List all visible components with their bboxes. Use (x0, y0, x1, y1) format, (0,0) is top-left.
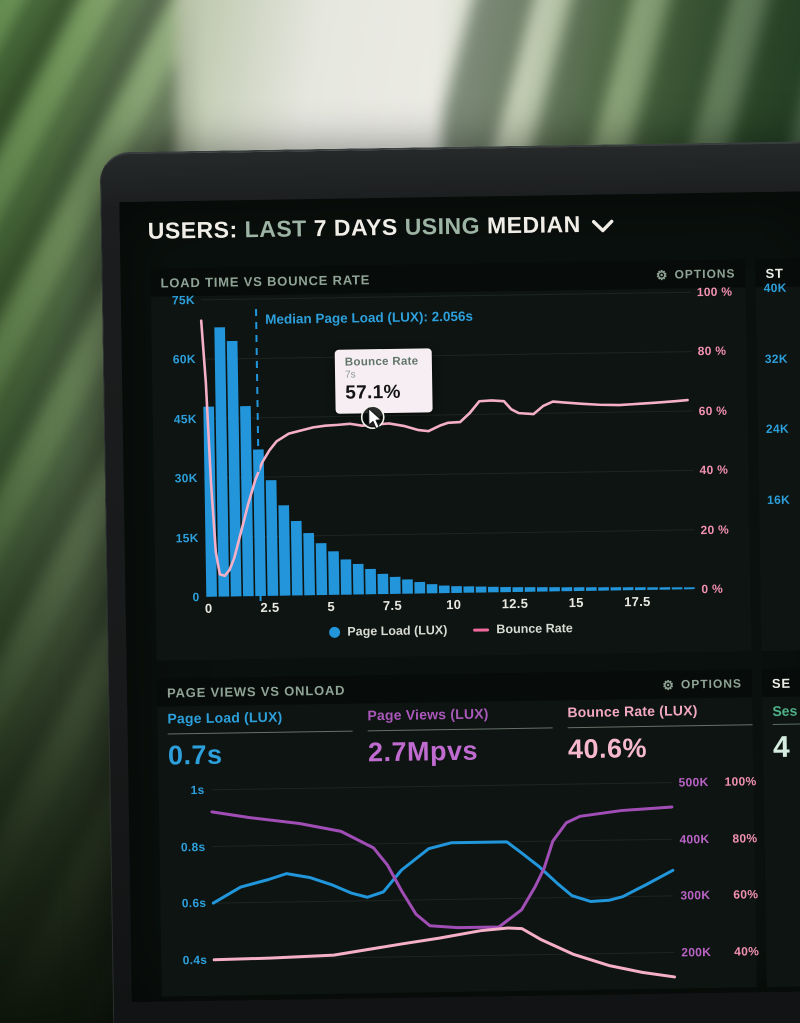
panel2-header: PAGE VIEWS VS ONLOAD ⚙ OPTIONS (156, 669, 753, 707)
rpanel2-header: SE (761, 667, 800, 698)
panel1-title: LOAD TIME VS BOUNCE RATE (160, 271, 371, 291)
title-word: MEDIAN (486, 210, 581, 239)
axis-tick-label: 30K (174, 471, 198, 486)
axis-tick-label: 300K (680, 888, 711, 903)
rpanel1-title: ST (765, 265, 784, 281)
metric-value: 2.7Mpvs (367, 735, 479, 768)
axis-tick-label: 45K (173, 411, 197, 427)
axis-tick-label: 2.5 (260, 599, 280, 616)
axis-tick-label: 100% (724, 774, 757, 789)
axis-tick-label: 17.5 (624, 593, 651, 610)
tooltip-value: 57.1% (345, 381, 401, 404)
options-label: OPTIONS (680, 676, 743, 692)
panel-load-time-vs-bounce-rate: LOAD TIME VS BOUNCE RATE ⚙ OPTIONS Media… (150, 259, 752, 661)
legend-bounce-rate[interactable]: Bounce Rate (473, 621, 573, 637)
panel2-title: PAGE VIEWS VS ONLOAD (166, 682, 346, 700)
axis-tick-label: 80% (732, 830, 758, 846)
axis-tick-label: 0 % (701, 581, 724, 597)
metric-page-load: Page Load (LUX) 0.7s (167, 707, 358, 771)
axis-tick-label: 16K (766, 492, 791, 507)
load-time-chart (199, 291, 695, 597)
axis-tick-label: 7.5 (382, 597, 403, 614)
axis-tick-label: 80 % (697, 344, 727, 359)
axis-tick-label: 0 (204, 600, 213, 616)
axis-tick-label: 75K (171, 292, 195, 308)
tooltip-title: Bounce Rate (344, 355, 419, 369)
rpanel2-title: SE (771, 675, 792, 691)
axis-tick-label: 60% (733, 887, 759, 903)
panel1-header: LOAD TIME VS BOUNCE RATE ⚙ OPTIONS (150, 259, 746, 297)
axis-tick-label: 10 (446, 596, 462, 613)
title-word: LAST (244, 215, 307, 243)
laptop-bezel: USERS: LAST 7 DAYS USING MEDIAN LOAD TIM… (99, 140, 800, 1023)
metric-underline (567, 724, 753, 729)
sessions-metric-value: 4 (772, 730, 790, 764)
legend-label: Page Load (LUX) (347, 623, 448, 639)
title-word: USERS: (147, 216, 238, 244)
gear-icon: ⚙ (655, 267, 669, 283)
axis-tick-label: 60K (172, 352, 196, 367)
axis-tick-label: 15K (175, 530, 199, 545)
metric-page-views: Page Views (LUX) 2.7Mpvs (367, 704, 558, 768)
panel-page-views-vs-onload: PAGE VIEWS VS ONLOAD ⚙ OPTIONS Page Load… (156, 669, 760, 997)
metric-label: Page Load (LUX) (167, 708, 283, 727)
panel1-options-button[interactable]: ⚙ OPTIONS (655, 266, 736, 283)
chart1-legend: Page Load (LUX) Bounce Rate (206, 619, 696, 641)
axis-tick-label: 40 % (699, 462, 729, 478)
axis-tick-label: 0.6s (181, 896, 207, 911)
axis-tick-label: 1s (190, 782, 205, 798)
axis-tick-label: 0.8s (180, 839, 206, 854)
panel-right-top-clipped: ST 40K 32K 24K 16K (755, 257, 800, 652)
axis-tick-label: 100 % (696, 284, 733, 300)
metric-value: 0.7s (167, 739, 223, 771)
axis-tick-label: 12.5 (501, 595, 529, 612)
options-label: OPTIONS (674, 266, 736, 282)
chevron-down-icon[interactable] (592, 219, 614, 232)
dashboard-title[interactable]: USERS: LAST 7 DAYS USING MEDIAN (148, 210, 614, 244)
metric-underline (367, 727, 553, 732)
metric-underline (772, 722, 800, 725)
title-word: USING (404, 212, 481, 240)
metric-label: Page Views (LUX) (367, 705, 489, 724)
blue-dot-icon (329, 626, 341, 638)
axis-tick-label: 0.4s (182, 952, 208, 968)
gear-icon: ⚙ (662, 677, 676, 693)
metric-label: Bounce Rate (LUX) (567, 702, 698, 721)
axis-tick-label: 200K (681, 945, 712, 960)
axis-tick-label: 60 % (698, 403, 728, 418)
tooltip-time: 7s (344, 369, 356, 381)
axis-tick-label: 40K (763, 280, 787, 296)
page-views-chart (210, 782, 677, 979)
title-word: 7 DAYS (313, 213, 398, 242)
metric-underline (167, 730, 353, 735)
laptop-screen: USERS: LAST 7 DAYS USING MEDIAN LOAD TIM… (119, 191, 800, 1003)
axis-tick-label: 500K (678, 774, 709, 790)
panel2-options-button[interactable]: ⚙ OPTIONS (662, 676, 743, 693)
metric-value: 40.6% (567, 732, 648, 765)
axis-tick-label: 0 (192, 589, 200, 605)
axis-tick-label: 5 (327, 598, 336, 614)
legend-label: Bounce Rate (496, 621, 573, 637)
mouse-cursor-icon (360, 405, 385, 430)
axis-tick-label: 15 (568, 594, 584, 611)
metric-bounce-rate: Bounce Rate (LUX) 40.6% (567, 701, 758, 765)
axis-tick-label: 32K (764, 351, 788, 366)
legend-page-load[interactable]: Page Load (LUX) (329, 623, 447, 639)
axis-tick-label: 40% (734, 944, 760, 959)
axis-tick-label: 20 % (700, 522, 730, 537)
sessions-metric-label: Ses (772, 702, 798, 719)
pink-dash-icon (473, 627, 490, 632)
axis-tick-label: 24K (765, 421, 789, 437)
panel-right-bottom-clipped: SE Ses 4 (761, 667, 800, 988)
axis-tick-label: 400K (679, 831, 710, 847)
